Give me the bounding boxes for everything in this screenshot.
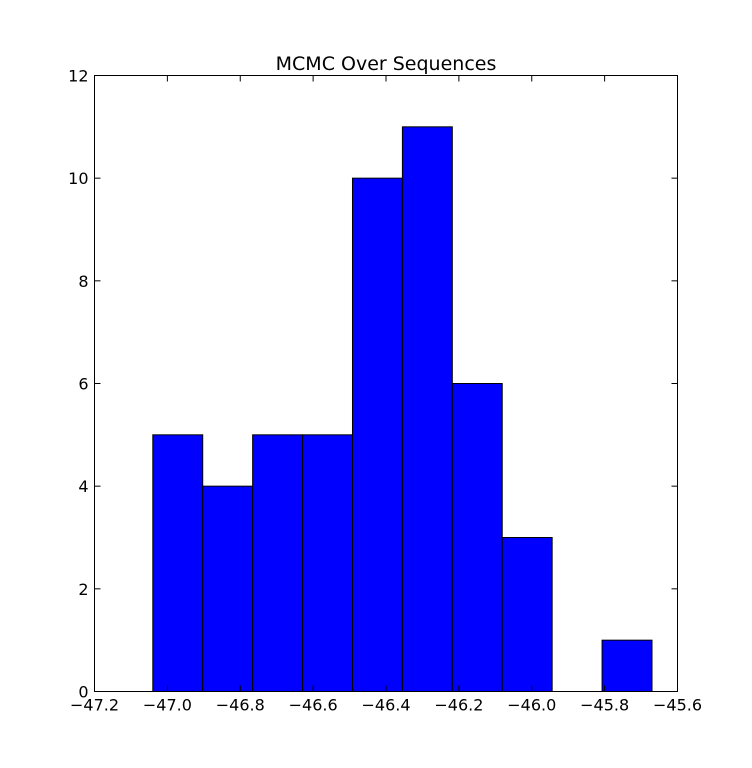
y-tick-label: 0 bbox=[78, 683, 88, 702]
x-tick-label: −45.6 bbox=[653, 696, 702, 715]
y-tick-label: 2 bbox=[78, 580, 88, 599]
histogram-bar bbox=[601, 639, 653, 693]
x-tick-label: −46.0 bbox=[507, 696, 556, 715]
histogram-bar bbox=[202, 485, 254, 692]
x-tick-label: −46.8 bbox=[216, 696, 265, 715]
bars-group bbox=[152, 126, 653, 693]
x-tick-label: −47.0 bbox=[143, 696, 192, 715]
y-tick-label: 8 bbox=[78, 272, 88, 291]
histogram-bar bbox=[152, 434, 204, 692]
y-tick-label: 10 bbox=[68, 169, 88, 188]
histogram-bar bbox=[451, 383, 503, 692]
x-tick-label: −46.4 bbox=[361, 696, 410, 715]
y-tick-label: 6 bbox=[78, 375, 88, 394]
histogram-bar bbox=[351, 177, 403, 692]
x-tick-label: −46.2 bbox=[434, 696, 483, 715]
histogram-bar bbox=[252, 434, 304, 692]
x-tick-label: −46.6 bbox=[289, 696, 338, 715]
plot-frame bbox=[94, 75, 678, 692]
histogram-bar bbox=[501, 537, 553, 692]
x-tick-labels: −47.2 −47.0 −46.8 −46.6 −46.4 −46.2 −46.0 −45.8… bbox=[70, 696, 702, 715]
y-tick-label: 4 bbox=[78, 477, 88, 496]
x-tick-label: −47.2 bbox=[70, 696, 119, 715]
x-tick-label: −45.8 bbox=[580, 696, 629, 715]
histogram-bar bbox=[302, 434, 353, 692]
y-tick-label: 12 bbox=[68, 67, 88, 86]
histogram-bar bbox=[401, 126, 453, 693]
chart-title: MCMC Over Sequences bbox=[276, 53, 497, 75]
y-tick-labels: 0 2 4 6 8 10 12 bbox=[68, 67, 88, 702]
